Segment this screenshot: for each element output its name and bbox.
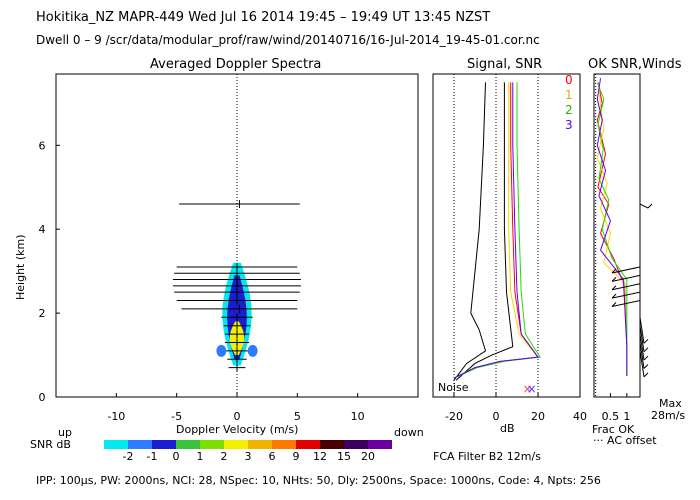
signal-series-line	[453, 82, 487, 381]
wind-barb	[639, 317, 645, 344]
snr-contour-fringe-left	[216, 344, 227, 357]
colorbar-cell	[272, 440, 296, 449]
wind-barb-head	[611, 293, 617, 299]
legend-2: 2	[565, 103, 573, 117]
colorbar-label: 15	[337, 450, 351, 463]
wind-barb	[639, 325, 645, 352]
signal-series-line	[453, 82, 539, 379]
up-label: up	[58, 426, 72, 439]
colorbar-cell	[248, 440, 272, 449]
wind-barb-head	[611, 276, 617, 282]
colorbar-cell	[128, 440, 152, 449]
wind-barb-head	[611, 268, 617, 274]
y-tick-label: 2	[39, 307, 46, 320]
legend-0: 0	[565, 73, 573, 87]
signal-x-tick-label: 40	[573, 410, 587, 423]
colorbar-label: 9	[292, 450, 300, 463]
snr-db-label: SNR dB	[30, 438, 71, 451]
signal-x-label: dB	[500, 422, 515, 435]
noise-marker: ×	[522, 382, 532, 396]
snr-contour	[229, 321, 245, 356]
wind-barb	[611, 300, 641, 308]
signal-series-line	[453, 82, 541, 379]
colorbar-cell	[200, 440, 224, 449]
colorbar-cell	[368, 440, 392, 449]
spectra-title: Averaged Doppler Spectra	[150, 57, 322, 72]
signal-series-line	[455, 82, 514, 381]
legend-3: 3	[565, 118, 573, 132]
noise-label: Noise	[438, 381, 469, 394]
max-value: 28m/s	[651, 409, 686, 422]
down-label: down	[394, 426, 424, 439]
colorbar-label: 3	[244, 450, 252, 463]
header-title: Hokitika_NZ MAPR-449 Wed Jul 16 2014 19:…	[36, 10, 491, 25]
signal-x-tick-label: 20	[531, 410, 545, 423]
ac-offset-label: ··· AC offset	[593, 434, 657, 447]
wind-barb-head	[611, 285, 617, 291]
wind-barb	[611, 266, 641, 274]
colorbar-cell	[320, 440, 344, 449]
wind-barb-head	[643, 338, 649, 344]
snr-contour-fringe-right	[247, 344, 258, 357]
colorbar-cell	[344, 440, 368, 449]
x-tick-label: 10	[351, 410, 365, 423]
x-tick-label: 5	[294, 410, 301, 423]
frac-ok-label: Frac OK	[592, 423, 635, 436]
colorbar-cell	[296, 440, 320, 449]
colorbar-label: 6	[268, 450, 276, 463]
fca-filter-label: FCA Filter B2 12m/s	[433, 450, 541, 463]
colorbar-cell	[224, 440, 248, 449]
y-axis-label: Height (km)	[14, 234, 27, 300]
ok-x-tick-label: 1	[623, 410, 630, 423]
colorbar-label: 20	[361, 450, 375, 463]
max-label: Max	[659, 397, 682, 410]
signal-title: Signal, SNR	[467, 57, 543, 72]
wind-barb-head	[643, 355, 649, 361]
wind-barb	[611, 283, 641, 291]
colorbar-cell	[152, 440, 176, 449]
y-tick-label: 4	[39, 223, 46, 236]
x-tick-label: 0	[234, 410, 241, 423]
colorbar-label: -1	[146, 450, 158, 463]
y-tick-label: 0	[39, 391, 46, 404]
legend-1: 1	[565, 88, 573, 102]
x-axis-label: Doppler Velocity (m/s)	[176, 423, 299, 436]
signal-x-tick-label: -20	[445, 410, 463, 423]
wind-barb	[639, 342, 645, 369]
colorbar-label: -2	[122, 450, 134, 463]
noise-marker: ×	[527, 382, 537, 396]
colorbar-label: 2	[220, 450, 228, 463]
header-subtitle: Dwell 0 – 9 /scr/data/modular_prof/raw/w…	[36, 33, 540, 47]
x-tick-label: -5	[171, 410, 182, 423]
wind-barb	[611, 291, 641, 299]
ok-series-line	[596, 78, 628, 377]
ok-series-line	[596, 86, 628, 377]
colorbar-label: 12	[313, 450, 327, 463]
colorbar-cell	[176, 440, 200, 449]
footer-params: IPP: 100µs, PW: 2000ns, NCI: 28, NSpec: …	[36, 474, 601, 487]
wind-barb-head	[643, 347, 649, 353]
signal-frame	[432, 73, 581, 398]
wind-barb	[639, 203, 649, 209]
wind-barb	[611, 274, 641, 282]
colorbar-cell	[104, 440, 128, 449]
ok-series-line	[596, 82, 628, 377]
wind-barb	[639, 334, 645, 361]
x-tick-label: -10	[107, 410, 125, 423]
wind-barb-head	[647, 203, 653, 209]
ok-x-tick-label: 0.5	[602, 410, 620, 423]
wind-barb	[639, 350, 645, 377]
signal-x-tick-label: 0	[493, 410, 500, 423]
wind-barb-head	[643, 372, 649, 378]
y-tick-label: 6	[39, 139, 46, 152]
colorbar-label: 1	[196, 450, 204, 463]
wind-barb-head	[611, 302, 617, 307]
ok-frame	[593, 73, 641, 398]
colorbar-label: 0	[172, 450, 180, 463]
wind-barb-head	[643, 364, 649, 369]
ok-title: OK SNR,Winds	[588, 57, 682, 72]
